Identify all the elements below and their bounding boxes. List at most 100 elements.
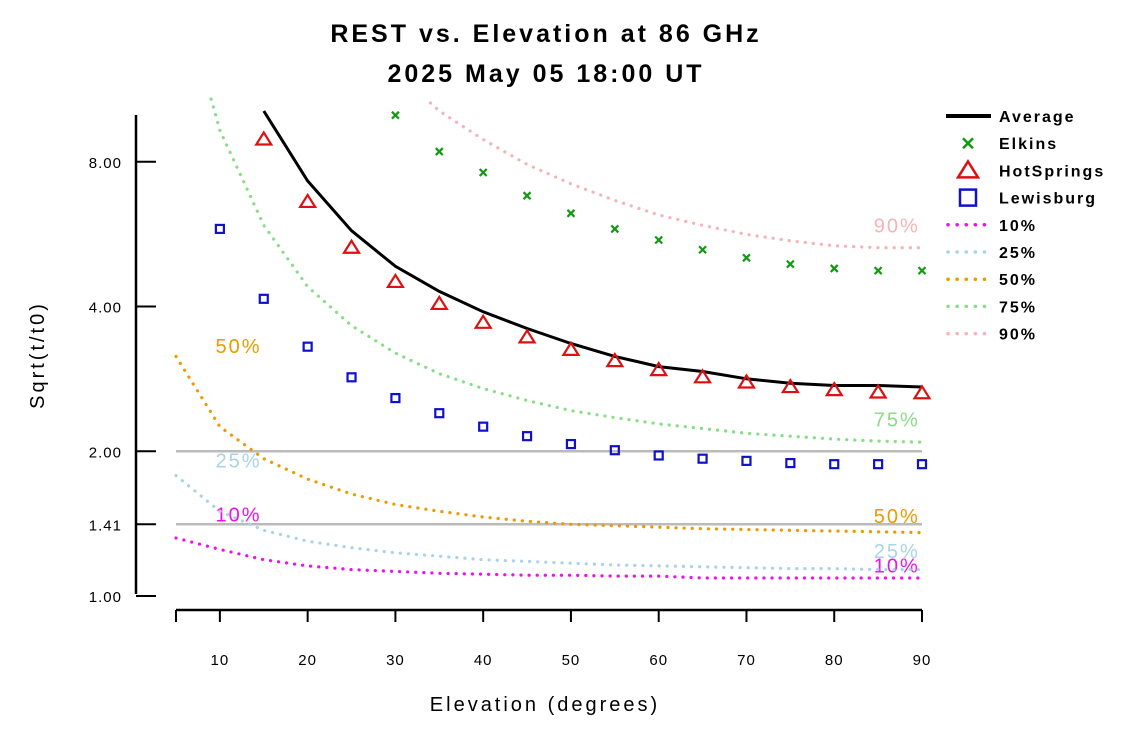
legend-label: Elkins bbox=[999, 136, 1058, 153]
x-tick-label: 80 bbox=[825, 652, 844, 669]
legend-swatch bbox=[955, 159, 981, 179]
data-point-elkins bbox=[566, 209, 576, 218]
data-point-lewisburg bbox=[565, 438, 577, 450]
data-point-lewisburg bbox=[829, 459, 840, 470]
data-point-lewisburg bbox=[609, 445, 620, 456]
data-point-hotsprings bbox=[517, 328, 537, 344]
curve-label-25pct: 25% bbox=[874, 541, 920, 563]
series-25pct: 25% 25% bbox=[174, 451, 924, 572]
series-elkins bbox=[391, 110, 927, 275]
data-point-lewisburg bbox=[302, 341, 313, 352]
series-10pct: 10% 10% bbox=[174, 504, 924, 580]
data-point-lewisburg bbox=[478, 421, 489, 432]
chart-subtitle: 2025 May 05 18:00 UT bbox=[387, 60, 704, 88]
legend-item-25pct: 25% bbox=[946, 245, 1037, 262]
data-point-hotsprings bbox=[342, 238, 362, 254]
data-point-hotsprings bbox=[254, 130, 274, 146]
y-ticks: 1.00 1.41 2.00 4.00 8.00 bbox=[89, 155, 156, 606]
curve-label-75pct: 75% bbox=[874, 410, 920, 432]
dotted-curve-50pct bbox=[174, 354, 924, 535]
data-point-lewisburg bbox=[258, 293, 269, 304]
y-tick-label: 1.00 bbox=[89, 589, 122, 606]
dotted-curve-75pct bbox=[209, 97, 924, 444]
x-tick-label: 60 bbox=[649, 652, 668, 669]
data-point-hotsprings bbox=[561, 340, 581, 356]
data-point-hotsprings bbox=[736, 373, 756, 389]
data-point-hotsprings bbox=[912, 384, 932, 400]
legend-swatch bbox=[962, 137, 974, 150]
data-point-lewisburg bbox=[521, 431, 533, 442]
dotted-curve-25pct bbox=[174, 474, 924, 572]
x-ticks: 10 20 30 40 50 60 70 80 90 bbox=[175, 610, 932, 669]
data-point-elkins bbox=[435, 147, 444, 156]
chart-title: REST vs. Elevation at 86 GHz bbox=[330, 20, 761, 48]
legend-item-hotsprings: HotSprings bbox=[955, 159, 1105, 180]
curve-label-10pct: 10% bbox=[874, 555, 920, 577]
data-point-lewisburg bbox=[653, 450, 664, 461]
x-tick-label: 50 bbox=[562, 652, 581, 669]
legend-label: 50% bbox=[999, 272, 1037, 289]
x-tick-label: 30 bbox=[386, 652, 405, 669]
data-point-lewisburg bbox=[346, 372, 357, 383]
axes bbox=[134, 115, 922, 612]
data-point-hotsprings bbox=[693, 368, 713, 384]
x-tick-label: 70 bbox=[737, 652, 756, 669]
data-point-lewisburg bbox=[390, 392, 401, 404]
data-point-lewisburg bbox=[214, 223, 225, 235]
data-point-hotsprings bbox=[649, 361, 669, 377]
legend-item-75pct: 75% bbox=[946, 299, 1035, 316]
data-point-elkins bbox=[873, 266, 883, 275]
data-point-elkins bbox=[917, 266, 927, 275]
legend-label: 10% bbox=[999, 218, 1037, 235]
x-tick-label: 40 bbox=[474, 652, 493, 669]
legend-label: Lewisburg bbox=[999, 191, 1097, 208]
curve-label-10pct: 10% bbox=[215, 504, 261, 526]
reference-lines bbox=[176, 450, 922, 526]
legend-label: Average bbox=[999, 109, 1076, 126]
data-point-hotsprings bbox=[429, 294, 449, 311]
y-tick-label: 1.41 bbox=[89, 517, 122, 534]
legend-item-lewisburg: Lewisburg bbox=[958, 188, 1097, 208]
legend-label: HotSprings bbox=[999, 163, 1105, 180]
curve-label-25pct: 25% bbox=[215, 451, 261, 473]
data-point-hotsprings bbox=[780, 377, 800, 394]
data-point-lewisburg bbox=[785, 457, 796, 469]
legend-swatch bbox=[958, 188, 978, 207]
data-point-lewisburg bbox=[434, 408, 445, 419]
data-point-elkins bbox=[786, 259, 795, 269]
y-tick-label: 8.00 bbox=[89, 155, 122, 172]
data-point-elkins bbox=[478, 168, 488, 177]
data-point-lewisburg bbox=[741, 455, 752, 466]
y-tick-label: 2.00 bbox=[89, 444, 122, 461]
curve-label-50pct: 50% bbox=[874, 506, 920, 528]
series-50pct: 50% 50% bbox=[174, 336, 924, 535]
series-average bbox=[262, 110, 923, 389]
legend-item-10pct: 10% bbox=[946, 218, 1037, 235]
x-tick-label: 10 bbox=[211, 652, 230, 669]
data-point-elkins bbox=[654, 235, 663, 245]
data-point-elkins bbox=[522, 191, 532, 200]
legend-item-elkins: Elkins bbox=[962, 136, 1058, 153]
data-point-elkins bbox=[698, 245, 707, 255]
legend-item-average: Average bbox=[946, 109, 1076, 126]
curve-label-90pct: 90% bbox=[874, 216, 920, 238]
x-tick-label: 90 bbox=[913, 652, 932, 669]
legend: Average Elkins HotSprings Lewisburg 10% 25% 50… bbox=[946, 109, 1105, 344]
series-hotsprings bbox=[254, 130, 932, 400]
data-point-lewisburg bbox=[873, 459, 884, 470]
series-75pct: 75% bbox=[209, 97, 924, 444]
data-point-elkins bbox=[742, 253, 751, 263]
data-point-hotsprings bbox=[473, 313, 493, 329]
legend-label: 90% bbox=[999, 327, 1037, 344]
data-point-hotsprings bbox=[298, 192, 318, 209]
y-tick-label: 4.00 bbox=[89, 300, 122, 317]
data-point-elkins bbox=[829, 264, 839, 273]
data-point-lewisburg bbox=[916, 459, 928, 470]
curve-label-50pct: 50% bbox=[215, 336, 261, 358]
legend-label: 25% bbox=[999, 245, 1037, 262]
dotted-curve-90pct bbox=[428, 101, 924, 250]
series-90pct: 90% bbox=[428, 101, 924, 250]
series-lewisburg bbox=[214, 223, 928, 470]
data-point-hotsprings bbox=[605, 352, 625, 368]
